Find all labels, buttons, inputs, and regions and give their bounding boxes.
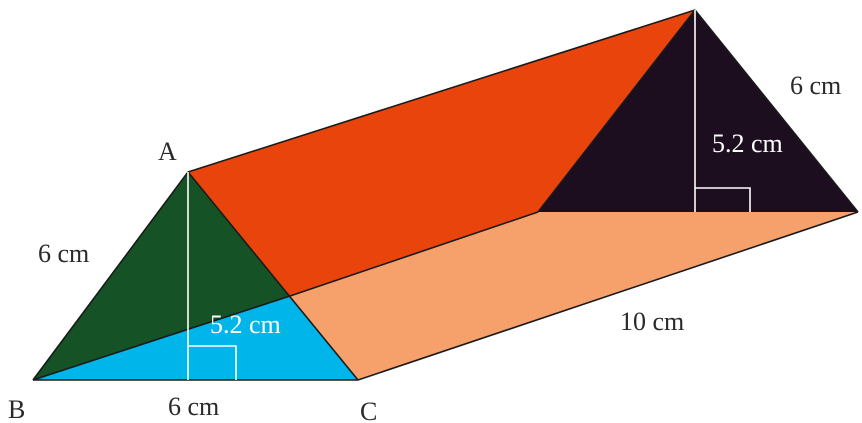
front-face-lower <box>33 296 358 380</box>
back-slant-side-label: 6 cm <box>790 71 841 100</box>
height-markers <box>187 10 751 380</box>
back-left-edge <box>537 9 696 213</box>
vertex-b-label: B <box>8 395 25 423</box>
length-label: 10 cm <box>620 307 684 336</box>
prism-edges <box>32 9 859 381</box>
front-slant-side-label: 6 cm <box>38 239 89 268</box>
top-edge <box>187 9 696 173</box>
back-face <box>538 10 858 212</box>
front-diagonal-edge <box>32 295 291 381</box>
front-base-label: 6 cm <box>168 392 219 421</box>
vertex-c-label: C <box>360 397 377 423</box>
front-left-edge <box>32 171 189 381</box>
vertex-a-label: A <box>158 137 177 166</box>
front-right-angle-marker <box>188 345 237 380</box>
front-face-upper <box>33 172 290 380</box>
top-face <box>188 10 695 296</box>
bottom-right-edge <box>357 211 859 381</box>
front-right-edge <box>187 171 359 381</box>
back-right-edge <box>694 9 859 213</box>
bottom-face <box>290 212 858 380</box>
front-height-label: 5.2 cm <box>210 310 281 339</box>
hidden-mid-edge <box>289 211 539 297</box>
back-height-label: 5.2 cm <box>712 129 783 158</box>
back-right-angle-marker <box>695 187 751 212</box>
